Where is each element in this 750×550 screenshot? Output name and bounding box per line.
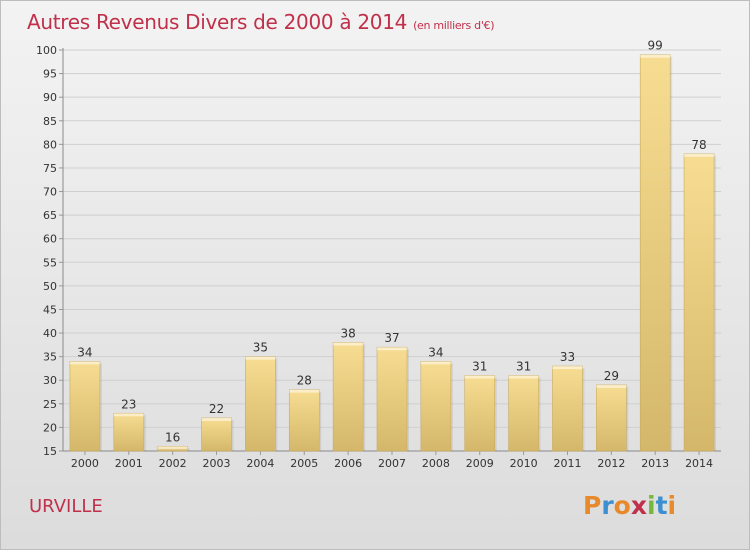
bar-2009	[464, 375, 496, 452]
bar-highlight	[113, 413, 144, 417]
logo-letter: i	[647, 491, 656, 520]
bar-2014	[683, 153, 715, 452]
logo-letter: o	[613, 491, 631, 520]
x-tick-label-2014: 2014	[685, 457, 713, 470]
chart-title: Autres Revenus Divers de 2000 à 2014 (en …	[27, 10, 495, 34]
bar-highlight	[420, 361, 451, 365]
y-tick-label: 45	[43, 303, 57, 316]
x-tick-label-2006: 2006	[334, 457, 362, 470]
bar-2010	[508, 375, 539, 452]
data-label-2012: 29	[604, 369, 619, 383]
bar-highlight	[596, 384, 627, 388]
chart-title-text: Autres Revenus Divers de 2000 à 2014	[27, 10, 408, 34]
x-tick-label-2012: 2012	[597, 457, 625, 470]
data-label-2003: 22	[209, 402, 224, 416]
bar-2013	[639, 54, 671, 452]
x-tick-label-2008: 2008	[422, 457, 450, 470]
bar-2000	[69, 361, 101, 452]
bar-2003	[201, 417, 232, 452]
bar-highlight	[333, 342, 364, 346]
y-tick-label: 60	[43, 233, 57, 246]
y-tick-label: 20	[43, 421, 57, 434]
data-label-2007: 37	[384, 331, 399, 345]
logo-letter: i	[667, 491, 677, 520]
data-label-2011: 33	[560, 350, 575, 364]
y-tick-label: 15	[43, 445, 57, 458]
commune-name: URVILLE	[29, 496, 103, 517]
x-tick-label-2004: 2004	[246, 457, 274, 470]
bar-highlight	[157, 446, 188, 450]
logo-letter: r	[601, 491, 614, 520]
y-tick-label: 55	[43, 256, 57, 269]
bar-highlight	[552, 366, 583, 370]
x-tick-label-2002: 2002	[159, 457, 187, 470]
bar-highlight	[289, 389, 320, 393]
data-label-2001: 23	[121, 397, 136, 411]
y-tick-label: 65	[43, 209, 57, 222]
y-tick-label: 35	[43, 351, 57, 364]
bar-2005	[288, 389, 320, 452]
x-tick-label-2003: 2003	[203, 457, 231, 470]
bar-highlight	[201, 417, 232, 421]
x-tick-label-2013: 2013	[641, 457, 669, 470]
data-label-2013: 99	[648, 39, 663, 53]
data-label-2002: 16	[165, 430, 180, 444]
chart-subtitle: (en milliers d'€)	[413, 19, 495, 32]
x-tick-label-2009: 2009	[466, 457, 494, 470]
data-label-2009: 31	[472, 360, 487, 374]
data-label-2014: 78	[691, 138, 706, 152]
x-tick-label-2001: 2001	[115, 457, 143, 470]
bar-highlight	[640, 54, 671, 58]
bar-2011	[552, 365, 583, 452]
bar-highlight	[464, 375, 495, 379]
y-tick-label: 50	[43, 280, 57, 293]
bar-2001	[113, 412, 145, 452]
bar-highlight	[245, 356, 276, 360]
proxiti-logo: Proxiti	[583, 491, 676, 520]
y-tick-label: 80	[43, 138, 57, 151]
y-tick-label: 70	[43, 186, 57, 199]
y-tick-label: 100	[36, 44, 57, 57]
bar-2004	[245, 356, 276, 452]
y-tick-label: 95	[43, 68, 57, 81]
y-tick-label: 90	[43, 91, 57, 104]
x-tick-label-2010: 2010	[510, 457, 538, 470]
data-label-2010: 31	[516, 360, 531, 374]
data-label-2005: 28	[297, 374, 312, 388]
y-tick-label: 25	[43, 398, 57, 411]
logo-letter: P	[583, 491, 602, 520]
bar-2008	[420, 361, 452, 452]
y-tick-label: 40	[43, 327, 57, 340]
y-tick-label: 75	[43, 162, 57, 175]
data-label-2004: 35	[253, 341, 268, 355]
y-tick-label: 85	[43, 115, 57, 128]
y-tick-label: 30	[43, 374, 57, 387]
bar-highlight	[684, 153, 715, 157]
x-tick-label-2005: 2005	[290, 457, 318, 470]
bar-2007	[376, 346, 408, 452]
bar-highlight	[69, 361, 100, 365]
x-tick-label-2011: 2011	[553, 457, 581, 470]
bar-2006	[332, 342, 364, 452]
data-label-2008: 34	[428, 345, 443, 359]
bar-highlight	[508, 375, 539, 379]
logo-letter: t	[655, 491, 668, 520]
logo-letter: x	[630, 491, 647, 520]
data-label-2006: 38	[340, 326, 355, 340]
x-tick-label-2007: 2007	[378, 457, 406, 470]
x-tick-label-2000: 2000	[71, 457, 99, 470]
bar-2012	[596, 384, 627, 452]
data-label-2000: 34	[77, 345, 92, 359]
bar-highlight	[377, 347, 407, 351]
